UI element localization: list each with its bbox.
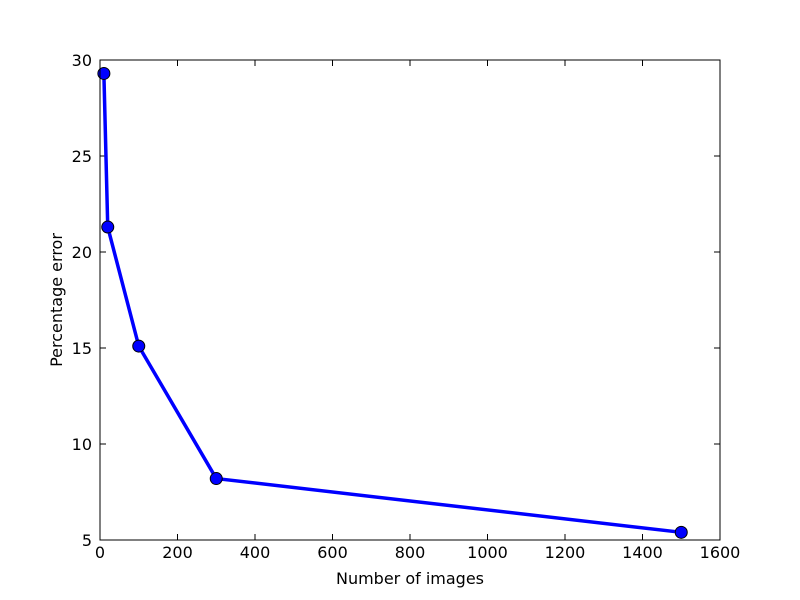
x-tick-label: 800 bbox=[395, 543, 426, 562]
plot-frame bbox=[99, 59, 721, 541]
data-point bbox=[674, 525, 688, 539]
x-tick-label: 1400 bbox=[622, 543, 663, 562]
y-tick-label: 5 bbox=[82, 531, 92, 550]
x-tick-label: 1200 bbox=[545, 543, 586, 562]
y-tick-label: 20 bbox=[72, 243, 92, 262]
x-axis-label: Number of images bbox=[336, 569, 484, 588]
y-tick-label: 30 bbox=[72, 51, 92, 70]
y-tick-label: 10 bbox=[72, 435, 92, 454]
x-tick-label: 600 bbox=[317, 543, 348, 562]
x-tick-label: 200 bbox=[162, 543, 193, 562]
data-point bbox=[209, 472, 223, 486]
y-tick-label: 15 bbox=[72, 339, 92, 358]
x-tick-label: 400 bbox=[240, 543, 271, 562]
data-point bbox=[97, 66, 111, 80]
x-tick-label: 1000 bbox=[467, 543, 508, 562]
data-point bbox=[132, 339, 146, 353]
x-tick-label: 1600 bbox=[700, 543, 741, 562]
y-tick-label: 25 bbox=[72, 147, 92, 166]
data-point bbox=[101, 220, 115, 234]
y-axis-label: Percentage error bbox=[47, 233, 66, 367]
x-tick-label: 0 bbox=[95, 543, 105, 562]
